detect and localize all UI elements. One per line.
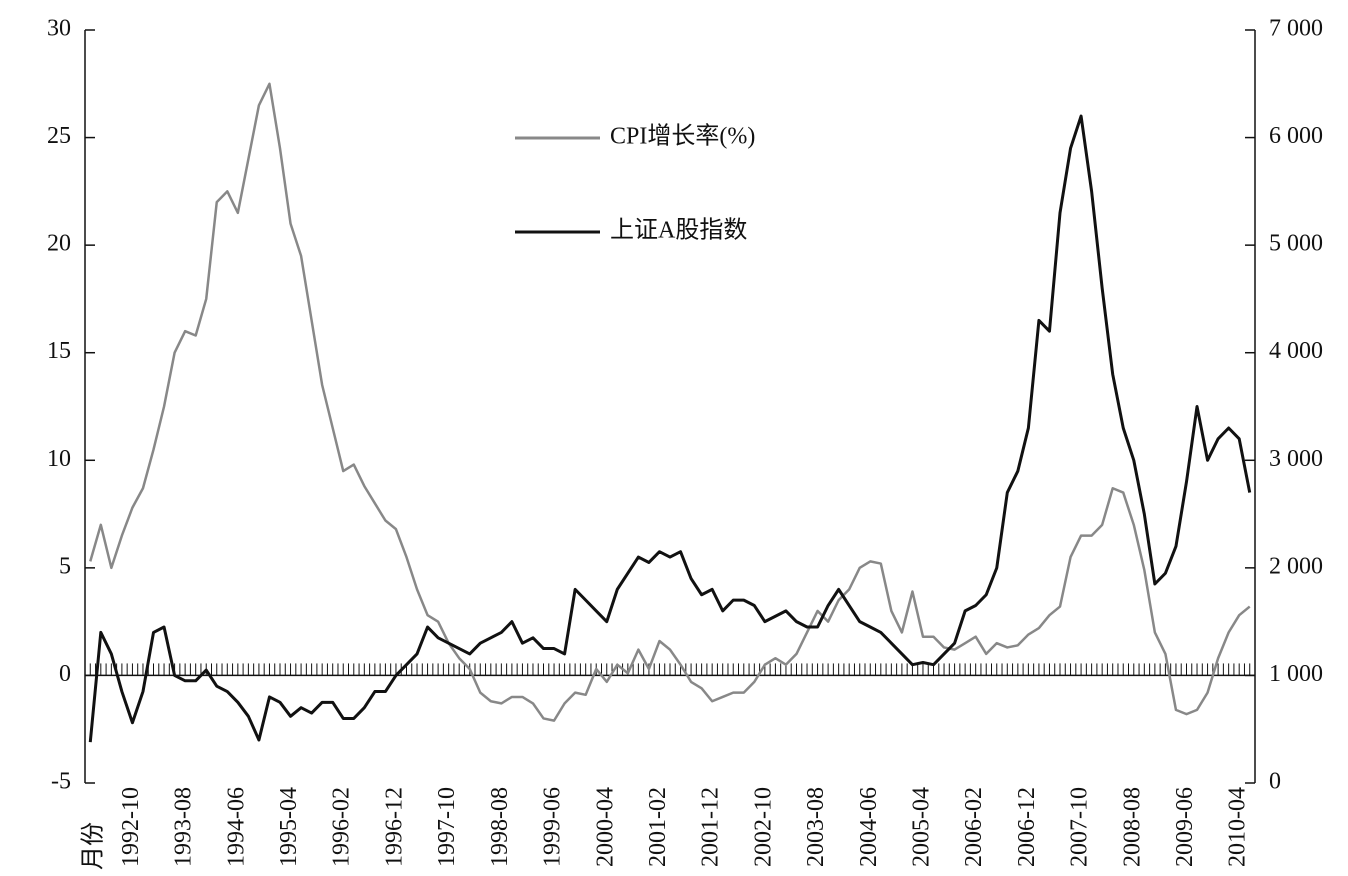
x-tick-label: 1993-08 bbox=[171, 787, 197, 867]
legend-label: 上证A股指数 bbox=[610, 217, 747, 244]
x-tick-label: 2000-04 bbox=[592, 787, 618, 867]
x-tick-label: 1992-10 bbox=[118, 787, 144, 867]
legend-label: CPI增长率(%) bbox=[610, 123, 755, 150]
y-tick-label: 5 bbox=[59, 553, 71, 579]
x-tick-label: 1999-06 bbox=[540, 787, 566, 867]
x-tick-label: 2008-08 bbox=[1119, 787, 1145, 867]
x-tick-label: 2001-02 bbox=[645, 787, 671, 867]
x-tick-label: 1998-08 bbox=[487, 787, 513, 867]
y-tick-label: 30 bbox=[47, 16, 71, 42]
series-line bbox=[88, 114, 1252, 743]
x-tick-label: 1997-10 bbox=[434, 787, 460, 867]
y2-tick-label: 5 000 bbox=[1269, 231, 1323, 257]
y2-tick-label: 0 bbox=[1269, 769, 1281, 795]
x-tick-label: 2004-06 bbox=[856, 787, 882, 867]
y-tick-label: 0 bbox=[59, 661, 71, 687]
y2-tick-label: 6 000 bbox=[1269, 123, 1323, 149]
x-tick-label: 2007-10 bbox=[1067, 787, 1093, 867]
x-tick-label: 2003-08 bbox=[803, 787, 829, 867]
x-axis-title: 月份 bbox=[80, 822, 107, 870]
x-tick-label: 2005-04 bbox=[908, 787, 934, 867]
x-tick-label: 2006-12 bbox=[1014, 787, 1040, 867]
y-tick-label: 20 bbox=[47, 231, 71, 257]
x-tick-label: 2006-02 bbox=[961, 787, 987, 867]
x-tick-label: 1995-04 bbox=[276, 787, 302, 867]
y2-tick-label: 4 000 bbox=[1269, 338, 1323, 364]
y-tick-label: -5 bbox=[51, 769, 71, 795]
series-line bbox=[89, 82, 1251, 722]
x-tick-label: 2010-04 bbox=[1225, 787, 1251, 867]
x-tick-label: 1994-06 bbox=[223, 787, 249, 867]
y-tick-label: 15 bbox=[47, 338, 71, 364]
y-tick-label: 25 bbox=[47, 123, 71, 149]
y2-tick-label: 7 000 bbox=[1269, 16, 1323, 42]
x-tick-label: 1996-02 bbox=[329, 787, 355, 867]
y2-tick-label: 3 000 bbox=[1269, 446, 1323, 472]
y2-tick-label: 2 000 bbox=[1269, 553, 1323, 579]
x-tick-label: 2009-06 bbox=[1172, 787, 1198, 867]
x-tick-label: 2001-12 bbox=[698, 787, 724, 867]
y-tick-label: 10 bbox=[47, 446, 71, 472]
x-tick-label: 1996-12 bbox=[381, 787, 407, 867]
x-tick-label: 2002-10 bbox=[750, 787, 776, 867]
y2-tick-label: 1 000 bbox=[1269, 661, 1323, 687]
